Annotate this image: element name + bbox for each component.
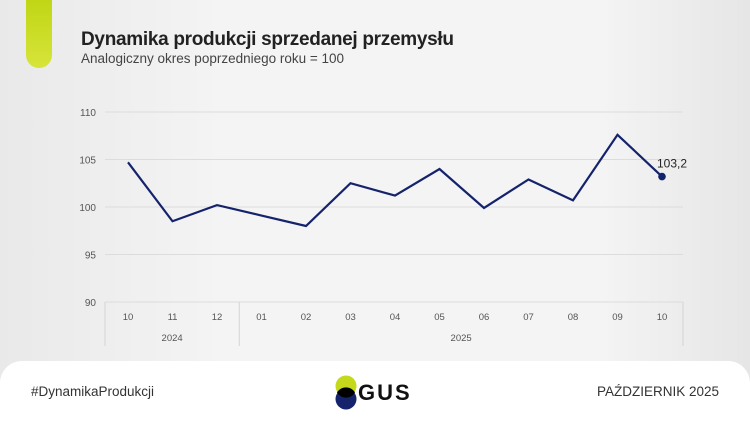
x-tick-label: 04: [390, 312, 401, 323]
x-tick-label: 05: [434, 312, 445, 323]
y-tick-label: 95: [85, 251, 97, 262]
background: [0, 0, 750, 422]
year-label: 2025: [451, 333, 472, 344]
gus-logo: GUS: [334, 375, 424, 411]
report-date: PAŹDZIERNIK 2025: [596, 384, 719, 399]
chart-title: Dynamika produkcji sprzedanej przemysłu: [81, 29, 454, 50]
y-tick-label: 105: [79, 156, 96, 167]
hashtag[interactable]: #DynamikaProdukcji: [31, 384, 155, 399]
x-tick-label: 10: [123, 312, 134, 323]
last-value-label: 103,2: [657, 157, 687, 171]
x-tick-label: 07: [523, 312, 534, 323]
x-tick-label: 01: [256, 312, 267, 323]
x-tick-label: 11: [168, 312, 178, 323]
y-tick-label: 100: [79, 203, 96, 214]
series-line: [127, 133, 663, 228]
y-tick-label: 110: [80, 108, 96, 119]
x-tick-label: 10: [657, 312, 668, 323]
y-tick-label: 90: [85, 298, 97, 309]
x-tick-label: 12: [212, 312, 223, 323]
line-chart: 90 95 100 105 110 10 11 12 01 02 03 04 05 06 07 08 09 10 2…: [79, 108, 687, 346]
year-label: 2024: [162, 333, 183, 344]
x-tick-label: 02: [301, 312, 312, 323]
x-tick-label: 09: [612, 312, 623, 323]
logo-circles-icon: [335, 375, 357, 410]
footer: [0, 361, 750, 431]
chart-subtitle: Analogiczny okres poprzedniego roku = 10…: [81, 51, 345, 66]
accent-bar: [26, 0, 52, 68]
logo-text: GUS: [358, 380, 412, 405]
x-tick-label: 06: [479, 312, 490, 323]
x-tick-label: 08: [568, 312, 579, 323]
x-tick-label: 03: [345, 312, 356, 323]
data-point: [658, 172, 666, 181]
